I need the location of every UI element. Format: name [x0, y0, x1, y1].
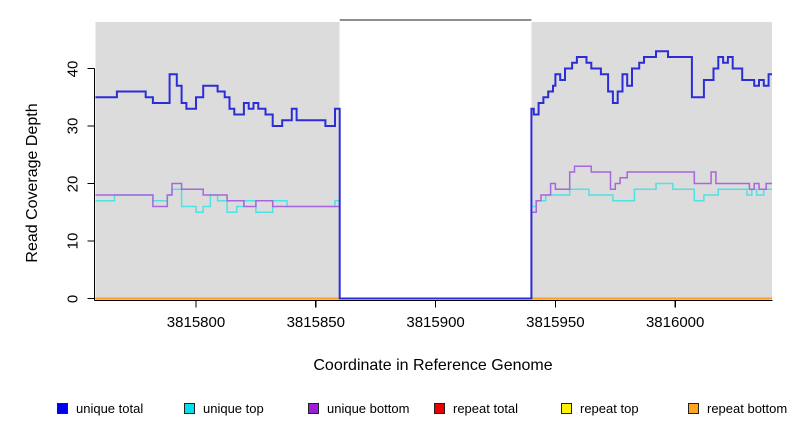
series-unique-total — [95, 50, 772, 300]
covered-region — [95, 22, 340, 300]
series-unique-bottom — [95, 165, 772, 300]
legend-label: repeat bottom — [707, 401, 788, 416]
x-axis-title: Coordinate in Reference Genome — [313, 357, 553, 374]
legend-item-repeat-top: repeat top — [561, 401, 639, 416]
y-tick-label: 20 — [64, 175, 82, 192]
legend-item-repeat-total: repeat total — [434, 401, 518, 416]
legend-item-unique-bottom: unique bottom — [308, 401, 409, 416]
x-tick-label: 3815950 — [526, 314, 585, 331]
legend-label: unique bottom — [327, 401, 410, 416]
y-tick-label: 0 — [64, 294, 82, 303]
legend-swatch-icon — [561, 403, 572, 414]
legend-item-repeat-bottom: repeat bottom — [688, 401, 787, 416]
legend-swatch-icon — [57, 403, 68, 414]
legend-swatch-icon — [184, 403, 195, 414]
legend-label: repeat total — [453, 401, 519, 416]
y-axis-title: Read Coverage Depth — [24, 103, 41, 263]
x-tick-label: 3815800 — [166, 314, 226, 331]
covered-region — [531, 22, 772, 300]
legend-item-unique-top: unique top — [184, 401, 264, 416]
legend-label: repeat top — [580, 401, 639, 416]
y-tick-label: 10 — [64, 232, 82, 250]
legend-swatch-icon — [434, 403, 445, 414]
x-tick-label: 3815900 — [406, 314, 465, 331]
legend-swatch-icon — [688, 403, 699, 414]
legend-label: unique top — [203, 401, 264, 416]
y-tick-label: 40 — [64, 60, 82, 77]
legend-item-unique-total: unique total — [57, 401, 143, 416]
y-tick-label: 30 — [64, 117, 82, 135]
x-tick-label: 3816000 — [645, 314, 705, 331]
x-tick-label: 3815850 — [286, 314, 345, 331]
legend-label: unique total — [76, 401, 144, 416]
legend-swatch-icon — [308, 403, 319, 414]
